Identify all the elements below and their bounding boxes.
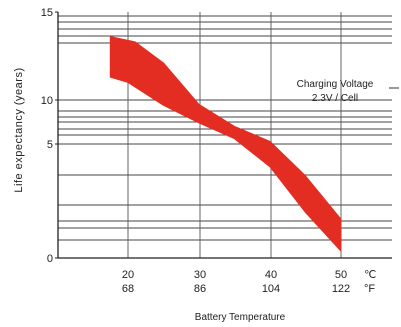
charging-voltage-annotation: Charging Voltage 2.3V / Cell — [297, 79, 399, 104]
x-tick-label-celsius: 20 — [122, 269, 134, 281]
x-tick-label-fahrenheit: 68 — [122, 283, 134, 295]
y-tick-label: 0 — [47, 253, 53, 265]
y-tick-label: 15 — [41, 7, 53, 19]
y-tick-label: 10 — [41, 95, 53, 107]
y-tick-label: 5 — [47, 139, 53, 151]
x-tick-label-celsius: 50 — [335, 269, 347, 281]
x-unit-celsius: ℃ — [364, 269, 376, 281]
annotation-line-2: 2.3V / Cell — [312, 93, 358, 104]
x-tick-label-fahrenheit: 104 — [262, 283, 280, 295]
axes — [57, 12, 392, 259]
y-tick-labels: 15 10 5 0 — [41, 7, 58, 265]
y-axis-label: Life expectancy (years) — [13, 67, 25, 192]
x-tick-labels: 20 68 30 86 40 104 50 122 ℃ °F — [122, 269, 376, 295]
annotation-line-1: Charging Voltage — [297, 79, 374, 90]
x-tick-label-fahrenheit: 86 — [194, 283, 206, 295]
x-tick-label-celsius: 40 — [265, 269, 277, 281]
x-unit-fahrenheit: °F — [364, 283, 375, 295]
x-tick-label-fahrenheit: 122 — [332, 283, 350, 295]
life-band-area — [109, 36, 342, 252]
x-tick-label-celsius: 30 — [194, 269, 206, 281]
grid-lines — [58, 12, 392, 258]
life-expectancy-band — [109, 36, 342, 252]
x-axis-label: Battery Temperature — [195, 312, 286, 323]
